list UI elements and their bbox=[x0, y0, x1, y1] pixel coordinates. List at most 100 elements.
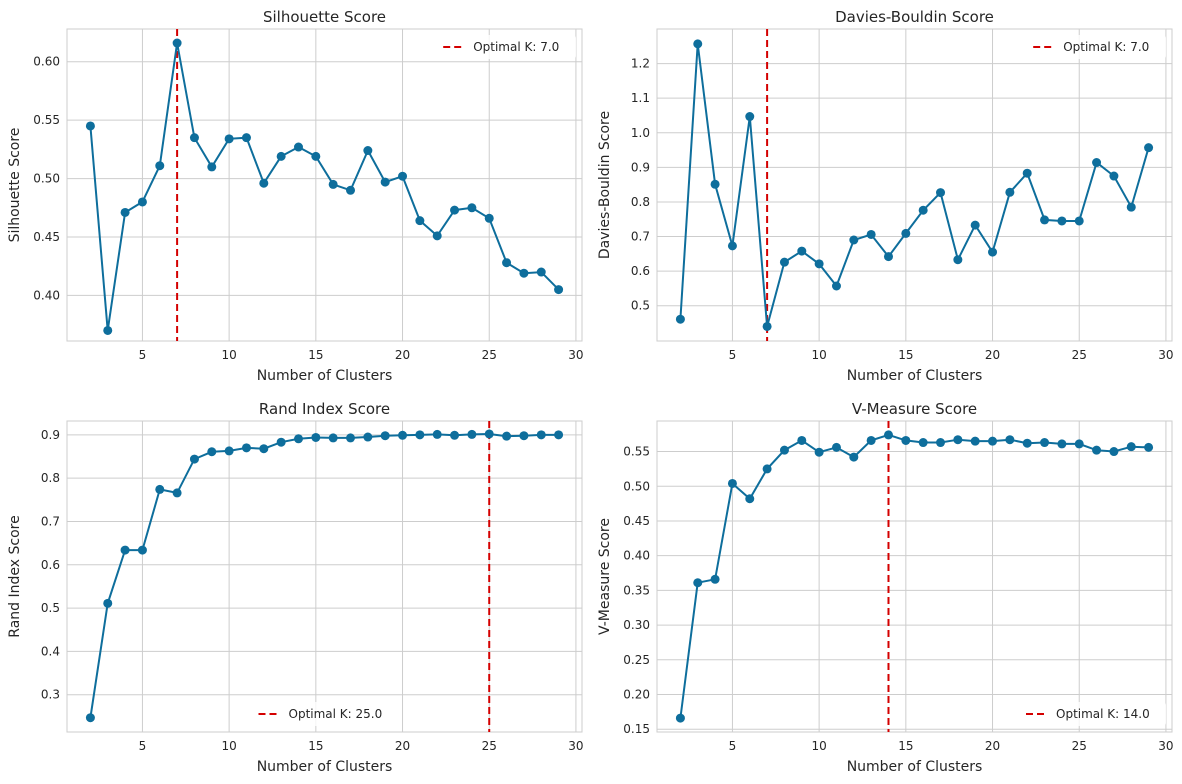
data-point bbox=[710, 179, 720, 189]
legend-label: Optimal K: 25.0 bbox=[289, 707, 383, 721]
data-point bbox=[155, 484, 165, 494]
y-tick-label: 1.1 bbox=[631, 91, 650, 105]
chart-title: Silhouette Score bbox=[263, 8, 386, 26]
axes-frame bbox=[66, 28, 583, 342]
data-point bbox=[675, 713, 685, 723]
data-point bbox=[276, 437, 286, 447]
y-tick-label: 0.60 bbox=[33, 55, 60, 69]
data-point bbox=[831, 442, 841, 452]
y-tick-label: 0.35 bbox=[623, 583, 650, 597]
x-tick-label: 5 bbox=[139, 739, 147, 753]
data-point bbox=[103, 598, 113, 608]
data-point bbox=[363, 146, 373, 156]
data-point bbox=[224, 134, 234, 144]
y-axis-label: Silhouette Score bbox=[7, 128, 23, 243]
legend: Optimal K: 25.0 bbox=[250, 702, 399, 726]
data-point bbox=[1005, 435, 1015, 445]
subplot-1: 5 10 15 20 25 30 0.40 0.45 0.50 0.55 0.60 Silhouett… bbox=[7, 8, 584, 384]
data-point bbox=[85, 121, 95, 131]
data-point bbox=[970, 220, 980, 230]
data-point bbox=[866, 229, 876, 239]
data-point bbox=[936, 188, 946, 198]
x-tick-label: 10 bbox=[221, 739, 236, 753]
x-tick-label: 30 bbox=[568, 348, 583, 362]
legend: Optimal K: 14.0 bbox=[1018, 702, 1166, 726]
x-tick-label: 10 bbox=[811, 739, 826, 753]
data-point bbox=[901, 228, 911, 238]
data-point bbox=[745, 494, 755, 504]
y-tick-label: 0.20 bbox=[623, 688, 650, 702]
data-point bbox=[727, 478, 737, 488]
x-tick-label: 20 bbox=[395, 739, 410, 753]
data-point bbox=[883, 252, 893, 262]
data-point bbox=[918, 205, 928, 215]
y-tick-label: 0.45 bbox=[623, 514, 650, 528]
data-point bbox=[293, 142, 303, 152]
y-axis-label: Rand Index Score bbox=[7, 515, 23, 637]
data-point bbox=[172, 488, 182, 498]
data-point bbox=[1074, 216, 1084, 226]
data-point bbox=[779, 257, 789, 267]
data-point bbox=[866, 435, 876, 445]
data-point bbox=[554, 285, 564, 295]
axes-frame bbox=[656, 420, 1173, 733]
y-tick-label: 0.6 bbox=[41, 558, 60, 572]
data-point bbox=[328, 433, 338, 443]
data-point bbox=[779, 445, 789, 455]
data-point bbox=[120, 545, 130, 555]
chart-title: Rand Index Score bbox=[259, 400, 390, 418]
data-point bbox=[137, 545, 147, 555]
chart-title: Davies-Bouldin Score bbox=[835, 8, 994, 26]
x-tick-label: 25 bbox=[482, 348, 497, 362]
x-tick-label: 10 bbox=[221, 348, 236, 362]
y-axis-label: Davies-Bouldin Score bbox=[597, 111, 613, 259]
data-point bbox=[1109, 447, 1119, 457]
x-axis-label: Number of Clusters bbox=[257, 759, 393, 775]
data-point bbox=[1022, 438, 1032, 448]
axes-frame bbox=[656, 28, 1173, 342]
data-point bbox=[1126, 442, 1136, 452]
data-point bbox=[953, 255, 963, 265]
y-tick-label: 1.0 bbox=[631, 126, 650, 140]
data-point bbox=[484, 429, 494, 439]
data-point bbox=[224, 446, 234, 456]
data-point bbox=[450, 430, 460, 440]
data-point bbox=[398, 171, 408, 181]
series-line bbox=[679, 433, 1149, 719]
x-tick-label: 15 bbox=[898, 348, 913, 362]
series-line bbox=[89, 432, 559, 718]
x-tick-label: 10 bbox=[811, 348, 826, 362]
data-point bbox=[380, 177, 390, 187]
data-point bbox=[189, 133, 199, 143]
x-tick-label: 25 bbox=[482, 739, 497, 753]
x-axis-label: Number of Clusters bbox=[847, 368, 983, 384]
legend-label: Optimal K: 7.0 bbox=[473, 40, 559, 54]
data-point bbox=[346, 185, 356, 195]
data-point bbox=[1040, 438, 1050, 448]
y-tick-label: 0.45 bbox=[33, 230, 60, 244]
data-point bbox=[727, 241, 737, 251]
data-point bbox=[710, 574, 720, 584]
data-point bbox=[936, 438, 946, 448]
data-point bbox=[1144, 442, 1154, 452]
data-point bbox=[970, 436, 980, 446]
data-point bbox=[536, 267, 546, 277]
y-tick-label: 0.9 bbox=[41, 428, 60, 442]
chart-title: V-Measure Score bbox=[852, 400, 977, 418]
x-tick-label: 20 bbox=[985, 348, 1000, 362]
y-tick-label: 0.50 bbox=[623, 479, 650, 493]
axes-frame bbox=[66, 420, 583, 733]
data-point bbox=[155, 161, 165, 171]
data-point bbox=[1057, 216, 1067, 226]
legend: Optimal K: 7.0 bbox=[435, 35, 576, 59]
x-tick-label: 30 bbox=[1158, 739, 1173, 753]
data-point bbox=[311, 432, 321, 442]
data-point bbox=[1022, 168, 1032, 178]
data-point bbox=[554, 430, 564, 440]
data-point bbox=[363, 432, 373, 442]
y-tick-label: 0.7 bbox=[631, 230, 650, 244]
data-point bbox=[467, 429, 477, 439]
data-point bbox=[831, 281, 841, 291]
data-point bbox=[536, 430, 546, 440]
data-point bbox=[85, 713, 95, 723]
